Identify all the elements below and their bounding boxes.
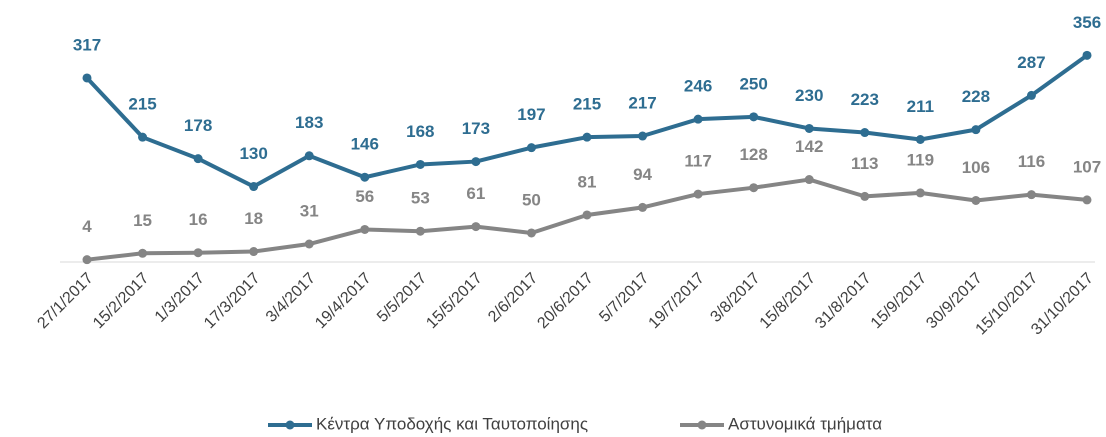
legend-label: Κέντρα Υποδοχής και Ταυτοποίησης bbox=[316, 414, 588, 433]
data-point bbox=[471, 157, 481, 167]
data-point bbox=[249, 247, 259, 257]
data-point bbox=[582, 132, 592, 142]
data-label: 107 bbox=[1073, 157, 1101, 176]
data-label: 230 bbox=[795, 86, 823, 105]
data-point bbox=[749, 183, 759, 193]
data-point bbox=[526, 228, 536, 238]
data-label: 119 bbox=[907, 150, 934, 169]
data-point bbox=[915, 188, 925, 198]
data-label: 128 bbox=[739, 145, 767, 164]
data-label: 15 bbox=[133, 211, 152, 230]
data-label: 173 bbox=[462, 119, 490, 138]
data-label: 16 bbox=[189, 210, 208, 229]
data-point bbox=[749, 112, 759, 122]
x-tick-label: 19/4/2017 bbox=[312, 270, 374, 332]
data-point bbox=[415, 226, 425, 236]
data-label: 215 bbox=[128, 95, 156, 114]
data-point bbox=[471, 222, 481, 232]
data-label: 142 bbox=[795, 137, 823, 156]
data-point bbox=[526, 143, 536, 153]
data-point bbox=[860, 128, 870, 138]
data-label: 178 bbox=[184, 116, 212, 135]
x-tick-label: 27/1/2017 bbox=[34, 270, 96, 332]
data-point bbox=[638, 202, 648, 212]
data-point bbox=[693, 114, 703, 124]
data-label: 31 bbox=[300, 201, 319, 220]
data-label: 287 bbox=[1017, 53, 1045, 72]
data-label: 106 bbox=[962, 158, 990, 177]
data-label: 116 bbox=[1018, 152, 1045, 171]
data-label: 223 bbox=[851, 90, 879, 109]
x-tick-label: 17/3/2017 bbox=[201, 270, 263, 332]
data-point bbox=[82, 73, 92, 83]
data-point bbox=[860, 191, 870, 201]
data-label: 146 bbox=[351, 135, 379, 154]
x-tick-label: 3/4/2017 bbox=[263, 270, 319, 326]
data-point bbox=[360, 224, 370, 234]
data-point bbox=[1082, 195, 1092, 205]
data-label: 18 bbox=[244, 209, 263, 228]
data-label: 50 bbox=[522, 190, 541, 209]
data-point bbox=[249, 182, 259, 192]
data-point bbox=[304, 239, 314, 249]
data-label: 94 bbox=[633, 165, 652, 184]
data-point bbox=[138, 248, 148, 258]
data-point bbox=[804, 123, 814, 133]
data-point bbox=[638, 131, 648, 141]
data-point bbox=[360, 172, 370, 182]
data-label: 117 bbox=[684, 152, 711, 171]
data-point bbox=[82, 255, 92, 265]
data-label: 217 bbox=[628, 94, 656, 113]
data-point bbox=[1082, 50, 1092, 60]
x-tick-label: 15/8/2017 bbox=[757, 270, 819, 332]
data-label: 317 bbox=[73, 35, 101, 54]
data-label: 246 bbox=[684, 77, 712, 96]
x-tick-label: 15/5/2017 bbox=[423, 270, 485, 332]
data-point bbox=[138, 132, 148, 142]
data-label: 356 bbox=[1073, 13, 1101, 32]
data-label: 56 bbox=[355, 187, 374, 206]
x-tick-label: 19/7/2017 bbox=[646, 270, 708, 332]
data-label: 183 bbox=[295, 113, 323, 132]
data-label: 168 bbox=[406, 122, 434, 141]
data-label: 215 bbox=[573, 95, 601, 114]
data-label: 4 bbox=[82, 217, 92, 236]
data-label: 113 bbox=[851, 154, 878, 173]
data-point bbox=[193, 154, 203, 164]
data-label: 81 bbox=[578, 172, 597, 191]
data-label: 197 bbox=[517, 105, 545, 124]
data-point bbox=[915, 135, 925, 145]
legend-marker bbox=[285, 420, 295, 430]
data-point bbox=[971, 195, 981, 205]
data-label: 130 bbox=[239, 144, 267, 163]
data-point bbox=[304, 151, 314, 161]
x-tick-label: 20/6/2017 bbox=[534, 270, 596, 332]
x-tick-label: 31/8/2017 bbox=[812, 270, 874, 332]
data-point bbox=[415, 159, 425, 169]
series-line bbox=[86, 177, 1088, 262]
x-tick-label: 5/5/2017 bbox=[374, 270, 430, 326]
data-label: 61 bbox=[466, 184, 485, 203]
x-tick-label: 3/8/2017 bbox=[707, 270, 763, 326]
data-point bbox=[971, 125, 981, 135]
series-line bbox=[85, 53, 1089, 189]
x-tick-label: 2/6/2017 bbox=[485, 270, 541, 326]
data-label: 250 bbox=[739, 74, 767, 93]
data-point bbox=[1026, 190, 1036, 200]
data-label: 53 bbox=[411, 189, 430, 208]
data-label: 211 bbox=[907, 97, 934, 116]
data-label: 228 bbox=[962, 87, 990, 106]
data-point bbox=[193, 248, 203, 258]
data-point bbox=[693, 189, 703, 199]
x-tick-label: 5/7/2017 bbox=[596, 270, 652, 326]
data-point bbox=[804, 175, 814, 185]
data-point bbox=[582, 210, 592, 220]
data-point bbox=[1026, 90, 1036, 100]
x-tick-label: 1/3/2017 bbox=[152, 270, 208, 326]
legend-label: Αστυνομικά τμήματα bbox=[728, 414, 882, 433]
x-tick-label: 15/2/2017 bbox=[90, 270, 152, 332]
legend-marker bbox=[697, 420, 707, 430]
x-tick-label: 15/9/2017 bbox=[868, 270, 930, 332]
